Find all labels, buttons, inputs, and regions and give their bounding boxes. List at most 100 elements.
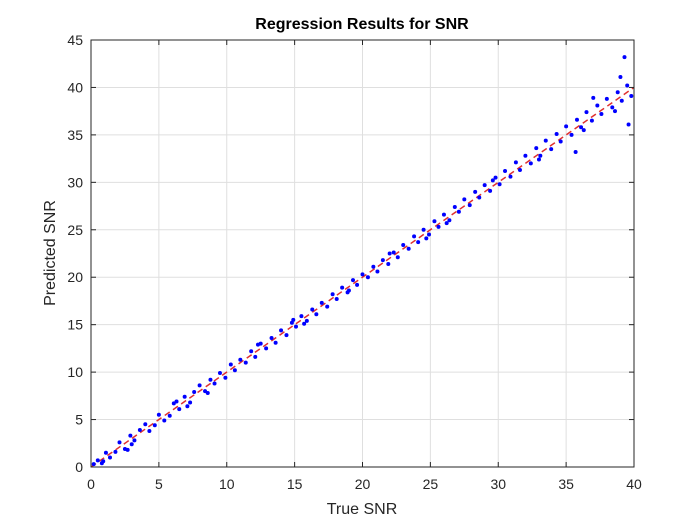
- data-point: [517, 167, 522, 172]
- data-point: [432, 219, 437, 224]
- y-tick-label: 15: [67, 317, 83, 333]
- data-point: [452, 205, 457, 210]
- data-point: [604, 96, 609, 101]
- data-point: [610, 105, 615, 110]
- data-point: [569, 132, 574, 137]
- reference-line: [90, 86, 635, 468]
- data-point: [291, 317, 296, 322]
- y-tick-label: 45: [67, 32, 83, 48]
- data-point: [629, 93, 634, 98]
- x-tick-label: 10: [219, 476, 235, 492]
- data-point: [350, 278, 355, 283]
- data-point: [147, 428, 152, 433]
- data-point: [612, 109, 617, 114]
- data-point: [549, 147, 554, 152]
- data-point: [503, 168, 508, 173]
- data-point: [302, 321, 307, 326]
- y-tick-label: 10: [67, 364, 83, 380]
- data-point: [554, 131, 559, 136]
- data-point: [538, 153, 543, 158]
- data-point: [473, 189, 478, 194]
- data-point: [508, 174, 513, 179]
- data-point: [174, 399, 179, 404]
- data-point: [387, 251, 392, 256]
- data-point: [584, 110, 589, 115]
- data-point: [212, 381, 217, 386]
- data-point: [188, 400, 193, 405]
- x-axis-label: True SNR: [327, 501, 398, 518]
- data-point: [581, 128, 586, 133]
- data-point: [314, 312, 319, 317]
- data-point: [386, 261, 391, 266]
- data-point: [447, 218, 452, 223]
- data-point: [217, 371, 222, 376]
- data-point: [574, 117, 579, 122]
- y-tick-label: 25: [67, 222, 83, 238]
- data-point: [365, 275, 370, 280]
- data-point: [619, 98, 624, 103]
- x-tick-label: 25: [423, 476, 439, 492]
- data-point: [536, 157, 541, 162]
- x-tick-label: 5: [155, 476, 163, 492]
- data-point: [152, 423, 157, 428]
- data-point: [441, 212, 446, 217]
- data-point: [137, 427, 142, 432]
- chart-title: Regression Results for SNR: [255, 16, 469, 33]
- data-point: [108, 455, 113, 460]
- data-point: [177, 407, 182, 412]
- data-point: [482, 183, 487, 188]
- data-point: [167, 413, 172, 418]
- data-point: [319, 300, 324, 305]
- data-point: [564, 124, 569, 129]
- data-point: [284, 333, 289, 338]
- data-point: [334, 297, 339, 302]
- data-point: [467, 203, 472, 208]
- scatter-points: [91, 55, 634, 467]
- data-point: [599, 112, 604, 117]
- y-tick-label: 0: [75, 459, 83, 475]
- data-point: [421, 227, 426, 232]
- y-axis-ticks: 0 5 10 15 20 25 30 35 40 45: [67, 32, 634, 475]
- data-point: [91, 462, 96, 467]
- x-axis-ticks: 0 5 10 15 20 25 30 35 40: [87, 40, 642, 492]
- y-tick-label: 20: [67, 269, 83, 285]
- data-point: [249, 349, 254, 354]
- data-point: [416, 240, 421, 245]
- data-point: [360, 272, 365, 277]
- data-point: [232, 368, 237, 373]
- x-tick-label: 15: [287, 476, 303, 492]
- y-axis-label: Predicted SNR: [42, 200, 59, 306]
- data-point: [513, 160, 518, 165]
- data-point: [375, 269, 380, 274]
- data-point: [488, 188, 493, 193]
- data-point: [406, 246, 411, 251]
- data-point: [380, 258, 385, 263]
- data-point: [264, 346, 269, 351]
- data-point: [208, 377, 213, 382]
- data-point: [462, 197, 467, 202]
- data-point: [625, 83, 630, 88]
- data-point: [304, 318, 309, 323]
- data-point: [340, 285, 345, 290]
- data-point: [477, 195, 482, 200]
- data-point: [444, 221, 449, 226]
- data-point: [490, 178, 495, 183]
- data-point: [456, 209, 461, 214]
- x-tick-label: 0: [87, 476, 95, 492]
- data-point: [95, 458, 100, 463]
- data-point: [424, 236, 429, 241]
- data-point: [589, 118, 594, 123]
- data-point: [125, 447, 130, 452]
- data-point: [293, 324, 298, 329]
- x-tick-label: 20: [355, 476, 371, 492]
- data-point: [143, 422, 148, 427]
- data-point: [269, 335, 274, 340]
- data-point: [243, 360, 248, 365]
- data-point: [528, 161, 533, 166]
- data-point: [427, 232, 432, 237]
- data-point: [228, 362, 233, 367]
- data-point: [412, 234, 417, 239]
- data-point: [255, 342, 260, 347]
- data-point: [523, 153, 528, 158]
